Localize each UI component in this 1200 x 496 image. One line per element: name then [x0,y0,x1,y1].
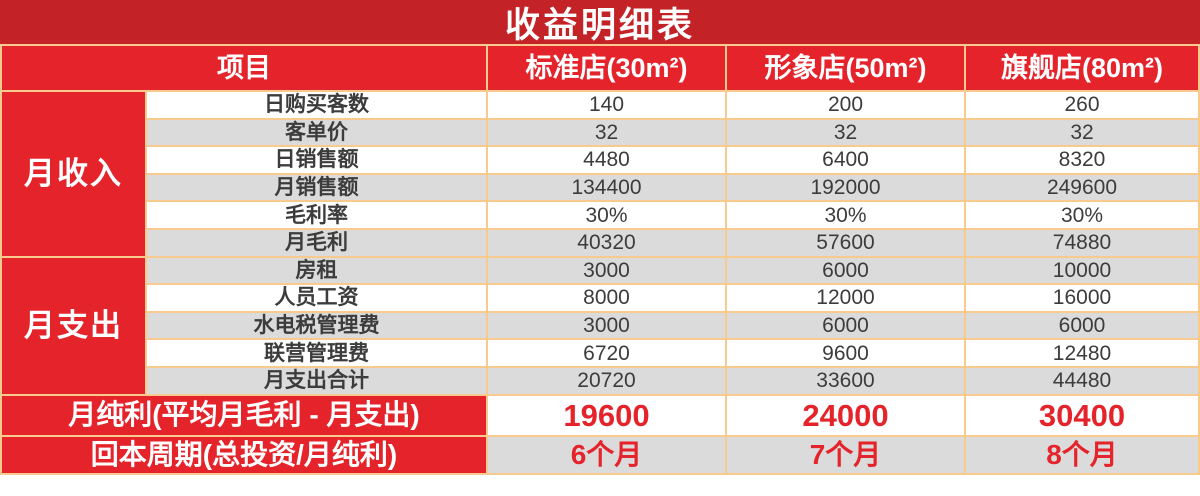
footer-label-payback-period: 回本周期(总投资/月纯利) [2,436,486,473]
cell-value: 57600 [727,229,964,256]
cell-value: 3000 [488,312,725,339]
header-image-store: 形象店(50m²) [727,46,964,90]
cell-value: 33600 [727,367,964,394]
header-item-column: 项目 [2,46,486,90]
payback-period-value: 6个月 [488,436,725,473]
cell-value: 44480 [966,367,1198,394]
revenue-table-grid: 项目 标准店(30m²) 形象店(50m²) 旗舰店(80m²) 月收入 月支出… [2,46,1198,473]
cell-value: 74880 [966,229,1198,256]
cell-value: 12480 [966,340,1198,366]
cell-value: 6720 [488,340,725,366]
header-flagship-store: 旗舰店(80m²) [966,46,1198,90]
cell-value: 134400 [488,174,725,201]
cell-value: 12000 [727,285,964,311]
net-profit-value: 19600 [488,395,725,435]
cell-value: 9600 [727,340,964,366]
row-label-daily-sales: 日销售额 [147,147,486,173]
cell-value: 140 [488,92,725,118]
cell-value: 20720 [488,367,725,394]
cell-value: 6000 [727,257,964,284]
row-label-monthly-sales: 月销售额 [147,174,486,201]
row-label-gross-margin: 毛利率 [147,202,486,228]
cell-value: 16000 [966,285,1198,311]
cell-value: 32 [727,119,964,146]
cell-value: 10000 [966,257,1198,284]
header-standard-store: 标准店(30m²) [488,46,725,90]
cell-value: 249600 [966,174,1198,201]
cell-value: 192000 [727,174,964,201]
cell-value: 4480 [488,147,725,173]
cell-value: 3000 [488,257,725,284]
payback-period-value: 7个月 [727,436,964,473]
row-label-avg-ticket: 客单价 [147,119,486,146]
group-label-monthly-income: 月收入 [2,92,145,256]
row-label-monthly-gross-profit: 月毛利 [147,229,486,256]
cell-value: 8320 [966,147,1198,173]
row-label-utilities-tax-fee: 水电税管理费 [147,312,486,339]
cell-value: 6000 [727,312,964,339]
cell-value: 260 [966,92,1198,118]
group-label-monthly-expense: 月支出 [2,257,145,394]
revenue-table: 项目 标准店(30m²) 形象店(50m²) 旗舰店(80m²) 月收入 月支出… [0,44,1200,475]
cell-value: 30% [966,202,1198,228]
row-label-joint-management-fee: 联营管理费 [147,340,486,366]
net-profit-value: 30400 [966,395,1198,435]
page-title: 收益明细表 [0,0,1200,45]
row-label-daily-customers: 日购买客数 [147,92,486,118]
footer-label-net-profit: 月纯利(平均月毛利 - 月支出) [2,395,486,435]
cell-value: 6400 [727,147,964,173]
cell-value: 32 [966,119,1198,146]
cell-value: 30% [727,202,964,228]
row-label-rent: 房租 [147,257,486,284]
cell-value: 32 [488,119,725,146]
net-profit-value: 24000 [727,395,964,435]
cell-value: 8000 [488,285,725,311]
row-label-staff-wages: 人员工资 [147,285,486,311]
cell-value: 40320 [488,229,725,256]
cell-value: 6000 [966,312,1198,339]
cell-value: 30% [488,202,725,228]
row-label-expense-total: 月支出合计 [147,367,486,394]
payback-period-value: 8个月 [966,436,1198,473]
cell-value: 200 [727,92,964,118]
